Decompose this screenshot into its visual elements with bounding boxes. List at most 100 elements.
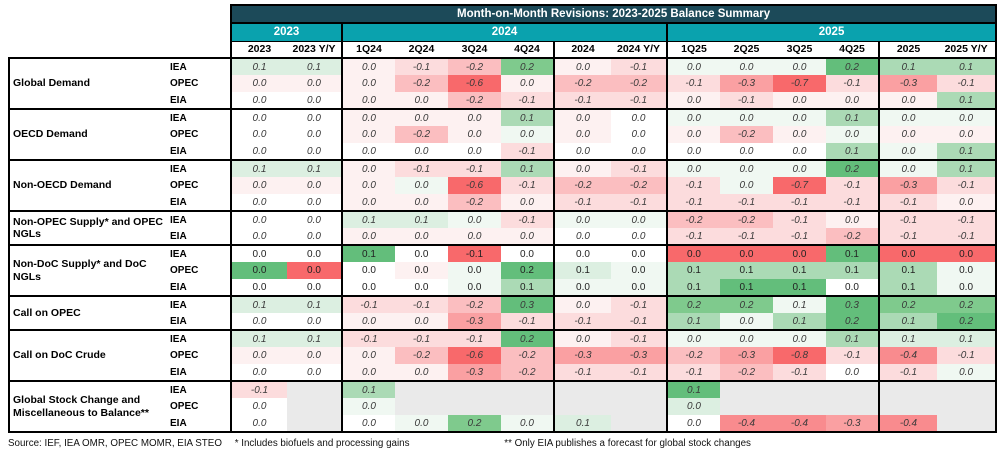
value-cell: -0.2 — [553, 177, 611, 194]
value-cell: 0.0 — [230, 364, 287, 381]
value-cell: 0.0 — [553, 57, 611, 75]
table-row: EIA 0.0 0.0 0.0 0.0 -0.2 -0.1 -0.1 -0.1 0.0 -0.1 0.… — [9, 92, 998, 109]
value-cell: -0.1 — [501, 92, 554, 109]
header-spacer — [9, 5, 231, 23]
value-cell: 0.0 — [553, 244, 611, 262]
value-cell: 0.0 — [878, 126, 937, 143]
group-label: Non-DoC Supply* and DoC NGLs — [8, 244, 166, 297]
column-header: 2023 Y/Y — [287, 40, 342, 59]
value-cell: 0.0 — [878, 92, 937, 109]
title-row: Month-on-Month Revisions: 2023-2025 Bala… — [9, 4, 998, 24]
value-cell: -0.1 — [937, 347, 998, 364]
value-cell: 0.1 — [230, 57, 287, 75]
value-cell: -0.2 — [501, 347, 554, 364]
value-cell — [448, 380, 501, 398]
value-cell: 0.0 — [395, 262, 448, 279]
value-cell: 0.0 — [501, 75, 554, 92]
value-cell: 0.0 — [341, 92, 395, 109]
value-cell: 0.0 — [287, 210, 342, 228]
value-cell: 0.0 — [448, 108, 501, 126]
value-cell: 0.0 — [395, 244, 448, 262]
value-cell: -0.2 — [395, 75, 448, 92]
agency-label: OPEC — [170, 180, 199, 191]
value-cell: 0.0 — [501, 126, 554, 143]
value-cell: -0.1 — [611, 329, 667, 347]
value-cell: 0.3 — [826, 295, 879, 313]
value-cell: 0.0 — [395, 108, 448, 126]
table-row: Call on OPEC IEA 0.1 0.1 -0.1 -0.1 -0.2 0.3 0.0-… — [8, 295, 998, 331]
column-header: 4Q24 — [501, 40, 554, 59]
value-cell: 0.0 — [826, 364, 879, 381]
value-cell: -0.8 — [773, 347, 826, 364]
value-cell: -0.1 — [501, 313, 554, 330]
value-cell: 0.0 — [501, 228, 554, 245]
value-cell: 0.0 — [501, 415, 554, 433]
value-cell: 0.0 — [611, 262, 667, 279]
value-cell: 0.0 — [553, 279, 611, 296]
table-row: OPEC 0.0 0.0 0.0 — [9, 398, 998, 415]
value-cell: 0.1 — [937, 143, 998, 160]
value-cell: 0.0 — [666, 92, 720, 109]
value-cell: 0.0 — [230, 194, 287, 211]
value-cell: -0.1 — [773, 228, 826, 245]
table-row: OPEC 0.0 0.0 0.0 -0.2 0.0 0.0 0.0 0.0 0.0 -0.2 0.0 0… — [9, 126, 998, 143]
value-cell: 0.1 — [501, 108, 554, 126]
value-cell: 0.0 — [773, 329, 826, 347]
value-cell: 0.2 — [501, 262, 554, 279]
column-header: 1Q24 — [341, 40, 395, 59]
table-row: EIA 0.0 0.0 0.0 0.0 -0.3 -0.1 -0.1 -0.1 0.1 0.0 0.1… — [9, 313, 998, 330]
agency-label: IEA — [166, 159, 231, 177]
value-cell: 0.0 — [448, 143, 501, 160]
value-cell: 0.1 — [666, 380, 720, 398]
value-cell — [878, 380, 937, 398]
group-label: Global Stock Change and Miscellaneous to… — [8, 380, 166, 433]
value-cell: 0.2 — [448, 415, 501, 433]
value-cell — [287, 380, 342, 398]
column-header: 1Q25 — [666, 40, 720, 59]
value-cell — [553, 398, 611, 415]
table-row: EIA 0.0 0.0 0.0 0.0 0.0 -0.1 0.0 0.0 0.0 0.0 0.0 0.1… — [9, 143, 998, 160]
value-cell: 0.0 — [826, 92, 879, 109]
value-cell: 0.0 — [395, 313, 448, 330]
value-cell: 0.1 — [878, 279, 937, 296]
biofuels-footnote: * Includes biofuels and processing gains — [234, 438, 410, 449]
table-row: OPEC 0.0 0.0 0.0 0.0 -0.6 -0.1 -0.2 -0.2 -0.1 0.0-… — [9, 177, 998, 194]
value-cell: 0.1 — [553, 415, 611, 433]
value-cell: -0.2 — [501, 364, 554, 381]
value-cell: 0.0 — [395, 143, 448, 160]
value-cell: 0.0 — [826, 279, 879, 296]
value-cell: 0.0 — [230, 415, 287, 433]
value-cell: -0.2 — [666, 210, 720, 228]
value-cell: 0.0 — [878, 143, 937, 160]
value-cell: 0.0 — [773, 126, 826, 143]
value-cell: 0.0 — [611, 244, 667, 262]
value-cell: 0.1 — [666, 279, 720, 296]
value-cell: -0.1 — [611, 313, 667, 330]
agency-label: EIA — [170, 281, 187, 293]
column-header: 4Q25 — [826, 40, 879, 59]
table-row: OECD Demand IEA 0.0 0.0 0.0 0.0 0.0 0.1 0.0 0.0 0.… — [8, 108, 998, 161]
value-cell — [720, 398, 773, 415]
value-cell: 0.1 — [826, 108, 879, 126]
value-cell: 0.0 — [720, 329, 773, 347]
value-cell: 0.0 — [230, 398, 287, 415]
value-cell: 0.0 — [230, 126, 287, 143]
value-cell: -0.1 — [395, 295, 448, 313]
value-cell: 0.0 — [230, 347, 287, 364]
value-cell: 0.0 — [878, 108, 937, 126]
value-cell: 0.0 — [611, 126, 667, 143]
value-cell: -0.2 — [448, 57, 501, 75]
column-header: 2023 — [230, 40, 287, 59]
value-cell: 0.1 — [773, 295, 826, 313]
group-label: OECD Demand — [8, 108, 166, 161]
agency-label: EIA — [170, 145, 187, 157]
value-cell: -0.2 — [448, 295, 501, 313]
column-header: 2025 — [878, 40, 937, 59]
group-label: Non-OPEC Supply* and OPEC NGLs — [8, 210, 166, 246]
value-cell: -0.1 — [878, 364, 937, 381]
value-cell: -0.1 — [395, 159, 448, 177]
table-row: EIA 0.0 0.0 0.0 0.0 0.0 0.0 0.0 0.0 -0.1 -0.1 -0.1-… — [9, 228, 998, 245]
value-cell: 0.0 — [937, 244, 998, 262]
value-cell: 0.0 — [720, 57, 773, 75]
value-cell: -0.2 — [720, 364, 773, 381]
